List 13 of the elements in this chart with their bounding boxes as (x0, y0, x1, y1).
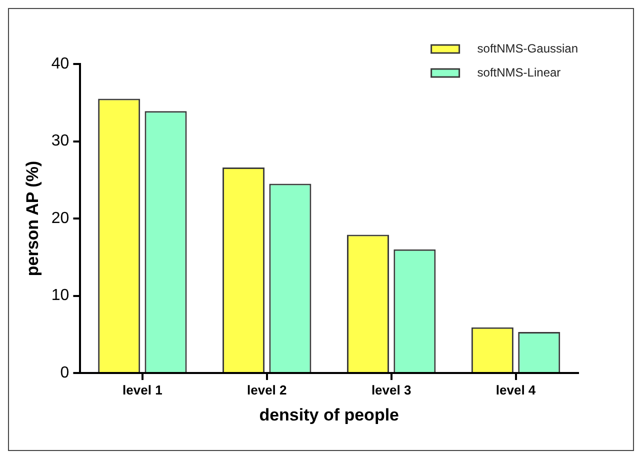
x-tick-label: level 2 (246, 382, 287, 398)
y-tick-label: 30 (51, 132, 70, 150)
y-axis-title: person AP (%) (22, 160, 42, 276)
legend-label: softNMS-Gaussian (477, 41, 578, 56)
legend-label: softNMS-Linear (477, 65, 561, 80)
x-tick-label: level 3 (371, 382, 412, 398)
x-tick-label: level 4 (496, 382, 536, 398)
y-tick-label: 20 (51, 210, 70, 227)
y-tick-label: 10 (51, 287, 70, 304)
x-axis-title: density of people (259, 405, 399, 424)
y-tick-label: 40 (51, 55, 70, 72)
x-tick-label: level 1 (122, 382, 162, 398)
y-tick-label: 0 (60, 364, 70, 382)
